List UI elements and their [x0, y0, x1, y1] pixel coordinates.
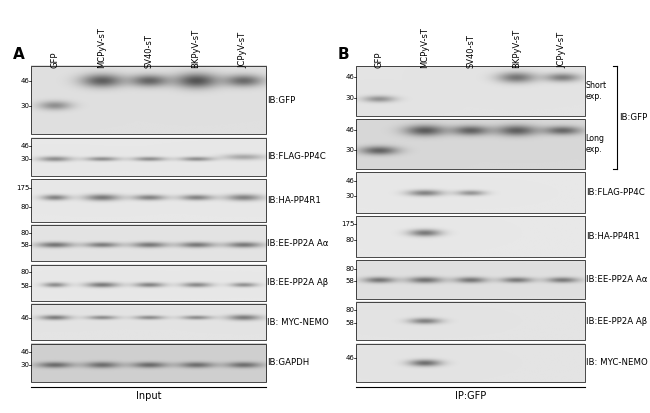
Text: 30: 30 [20, 102, 29, 109]
Text: IB: MYC-NEMO: IB: MYC-NEMO [586, 358, 647, 367]
Text: GFP: GFP [374, 52, 384, 68]
Text: 80: 80 [20, 230, 29, 236]
Text: 30: 30 [345, 147, 354, 153]
Bar [356, 216, 585, 257]
Text: 46: 46 [345, 178, 354, 184]
Text: JCPyV-sT: JCPyV-sT [239, 32, 248, 68]
Text: 46: 46 [20, 78, 29, 84]
Bar [356, 302, 585, 340]
Text: SV40-sT: SV40-sT [466, 34, 475, 68]
Bar [31, 304, 266, 340]
Text: 58: 58 [20, 242, 29, 248]
Text: A: A [13, 47, 25, 62]
Text: IB:FLAG-PP4C: IB:FLAG-PP4C [586, 188, 644, 197]
Text: IB:EE-PP2A Aα: IB:EE-PP2A Aα [267, 239, 329, 248]
Text: 30: 30 [20, 362, 29, 368]
Text: 46: 46 [345, 127, 354, 133]
Text: 46: 46 [20, 315, 29, 321]
Text: B: B [338, 47, 350, 62]
Text: IB:FLAG-PP4C: IB:FLAG-PP4C [267, 152, 326, 161]
Bar [31, 265, 266, 301]
Text: 30: 30 [345, 193, 354, 199]
Text: 58: 58 [20, 282, 29, 289]
Text: BKPyV-sT: BKPyV-sT [191, 29, 200, 68]
Text: 46: 46 [345, 74, 354, 80]
Text: 80: 80 [345, 266, 354, 272]
Text: 46: 46 [345, 355, 354, 361]
Text: Input: Input [136, 391, 162, 401]
Text: 80: 80 [20, 204, 29, 210]
Text: BKPyV-sT: BKPyV-sT [512, 29, 521, 68]
Text: 80: 80 [20, 269, 29, 275]
Text: IB:EE-PP2A Aα: IB:EE-PP2A Aα [586, 275, 647, 284]
Text: 46: 46 [20, 143, 29, 149]
Text: 175: 175 [16, 185, 29, 191]
Text: 80: 80 [345, 307, 354, 313]
Bar [356, 66, 585, 116]
Text: IB:GFP: IB:GFP [619, 113, 647, 122]
Text: GFP: GFP [50, 52, 59, 68]
Text: IB:EE-PP2A Aβ: IB:EE-PP2A Aβ [267, 278, 328, 287]
Bar [31, 138, 266, 176]
Text: 58: 58 [345, 320, 354, 326]
Text: IB: MYC-NEMO: IB: MYC-NEMO [267, 318, 329, 327]
Bar [31, 344, 266, 382]
Text: MCPyV-sT: MCPyV-sT [98, 27, 107, 68]
Text: 30: 30 [345, 95, 354, 102]
Text: IB:HA-PP4R1: IB:HA-PP4R1 [586, 232, 640, 241]
Bar [31, 179, 266, 222]
Bar [356, 119, 585, 169]
Text: IB:GFP: IB:GFP [267, 96, 295, 104]
Bar [356, 172, 585, 213]
Text: 80: 80 [345, 237, 354, 243]
Text: IB:HA-PP4R1: IB:HA-PP4R1 [267, 196, 321, 205]
Text: 175: 175 [341, 221, 354, 227]
Text: 58: 58 [345, 278, 354, 284]
Text: JCPyV-sT: JCPyV-sT [558, 32, 567, 68]
Text: Short
exp.: Short exp. [586, 81, 607, 101]
Text: MCPyV-sT: MCPyV-sT [421, 27, 430, 68]
Text: IB:EE-PP2A Aβ: IB:EE-PP2A Aβ [586, 317, 647, 325]
Bar [31, 66, 266, 134]
Text: SV40-sT: SV40-sT [144, 34, 153, 68]
Text: 30: 30 [20, 156, 29, 161]
Text: 46: 46 [20, 349, 29, 355]
Text: IB:GAPDH: IB:GAPDH [267, 358, 309, 367]
Text: Long
exp.: Long exp. [586, 134, 604, 154]
Bar [356, 260, 585, 299]
Text: IP:GFP: IP:GFP [455, 391, 486, 401]
Bar [356, 344, 585, 382]
Bar [31, 225, 266, 261]
